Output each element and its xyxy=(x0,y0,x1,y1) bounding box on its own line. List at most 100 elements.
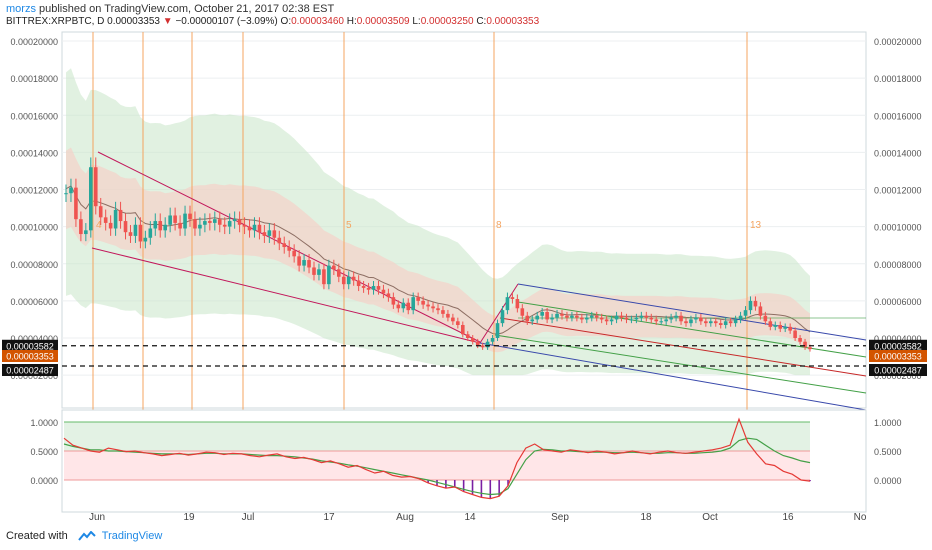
candle-body xyxy=(550,317,554,320)
y-tick-label-left: 0.00010000 xyxy=(10,223,58,233)
candle-body xyxy=(252,224,257,231)
candle-body xyxy=(396,304,401,309)
candle-body xyxy=(381,289,386,294)
candle-body xyxy=(589,315,594,318)
candle-body xyxy=(738,315,743,320)
candle-body xyxy=(699,317,703,322)
x-tick-label: Aug xyxy=(396,512,414,523)
candle-body xyxy=(203,221,207,225)
candle-body xyxy=(247,226,252,231)
axes: 0.00002000 0.00002000 0.00004000 0.00004000… xyxy=(2,37,927,523)
candle-body xyxy=(431,306,435,309)
y-tick-label-left: 0.00004000 xyxy=(10,334,58,344)
close-label: C: xyxy=(476,16,487,27)
tradingview-link[interactable]: TradingView xyxy=(101,530,163,542)
candle-body xyxy=(540,312,544,316)
candle-body xyxy=(317,269,321,275)
candle-body xyxy=(143,237,148,242)
osc-upper-zone xyxy=(64,422,810,451)
candle-body xyxy=(416,297,420,301)
candle-body xyxy=(763,315,768,322)
created-with-text: Created with xyxy=(6,530,68,542)
symbol-label[interactable]: BITTREX:XRPBTC, D xyxy=(6,16,105,27)
candle-body xyxy=(798,338,802,342)
y-tick-label-right: 0.00008000 xyxy=(874,260,922,270)
candle-body xyxy=(361,286,366,288)
candle-body xyxy=(69,187,73,194)
change-value: −0.00000107 (−3.09%) xyxy=(175,16,278,27)
y-tick-label-left: 0.00014000 xyxy=(10,148,58,158)
candle-body xyxy=(515,299,520,309)
candle-body xyxy=(118,209,123,222)
candle-body xyxy=(183,213,187,229)
x-tick-label: 14 xyxy=(464,512,476,523)
candle-body xyxy=(103,217,108,223)
candle-body xyxy=(173,215,177,223)
price-tag-right-text: 0.00003582 xyxy=(874,341,922,351)
candle-body xyxy=(461,325,465,335)
candle-body xyxy=(217,219,222,225)
y-tick-label-right: 0.00014000 xyxy=(874,148,922,158)
y-tick-label-left: 0.00008000 xyxy=(10,260,58,270)
candle-body xyxy=(570,315,574,318)
candle-body xyxy=(565,315,569,318)
candle-body xyxy=(510,297,515,300)
candle-body xyxy=(634,317,639,320)
open-value: 0.00003460 xyxy=(291,16,344,27)
candle-body xyxy=(232,219,237,222)
osc-tick-label-right: 1.0000 xyxy=(874,418,902,428)
candle-body xyxy=(545,312,549,320)
author-link[interactable]: morzs xyxy=(6,3,36,15)
candle-body xyxy=(733,319,738,324)
price-tag-left xyxy=(2,364,58,376)
candle-body xyxy=(133,224,138,236)
change-arrow-icon: ▼ xyxy=(162,16,173,27)
candle-body xyxy=(674,315,678,318)
candle-body xyxy=(783,326,787,329)
candle-body xyxy=(436,308,440,311)
candle-body xyxy=(520,308,525,316)
candle-body xyxy=(406,302,411,311)
x-tick-label: 18 xyxy=(640,512,652,523)
candle-body xyxy=(257,224,262,233)
y-tick-label-right: 0.00016000 xyxy=(874,111,922,121)
candle-body xyxy=(93,167,98,207)
fib-day-label: 4 xyxy=(96,220,102,231)
oscillator-pane[interactable] xyxy=(61,409,867,513)
candle-body xyxy=(758,306,763,316)
candle-body xyxy=(337,269,341,277)
price-tag-left-text: 0.00003353 xyxy=(6,352,54,362)
candle-body xyxy=(788,326,792,331)
candle-body xyxy=(208,221,212,223)
candle-body xyxy=(768,321,773,327)
osc-lower-zone xyxy=(64,451,810,480)
candle-body xyxy=(639,315,644,318)
fib-day-label: 8 xyxy=(496,220,502,231)
candle-body xyxy=(629,319,634,321)
candle-body xyxy=(242,224,247,227)
candle-body xyxy=(262,232,267,236)
osc-tick-label-right: 0.5000 xyxy=(874,447,902,457)
candle-body xyxy=(297,256,301,266)
price-tag-left-text: 0.00003582 xyxy=(6,341,54,351)
candle-body xyxy=(713,321,718,324)
candle-body xyxy=(79,219,83,235)
candle-body xyxy=(222,224,227,227)
candle-body xyxy=(421,300,425,305)
candle-body xyxy=(649,317,654,320)
candle-body xyxy=(599,317,604,320)
channel-green-top xyxy=(517,301,867,358)
candle-body xyxy=(555,313,559,318)
x-tick-label: Oct xyxy=(702,512,718,523)
candle-body xyxy=(535,315,539,320)
candle-body xyxy=(108,222,113,229)
candle-body xyxy=(480,345,485,348)
candle-body xyxy=(525,315,530,322)
candle-body xyxy=(728,321,733,324)
candle-body xyxy=(441,310,445,314)
candle-body xyxy=(237,219,242,225)
candle-body xyxy=(664,319,668,322)
candle-body xyxy=(748,300,753,311)
channel-green-bottom xyxy=(494,334,867,394)
